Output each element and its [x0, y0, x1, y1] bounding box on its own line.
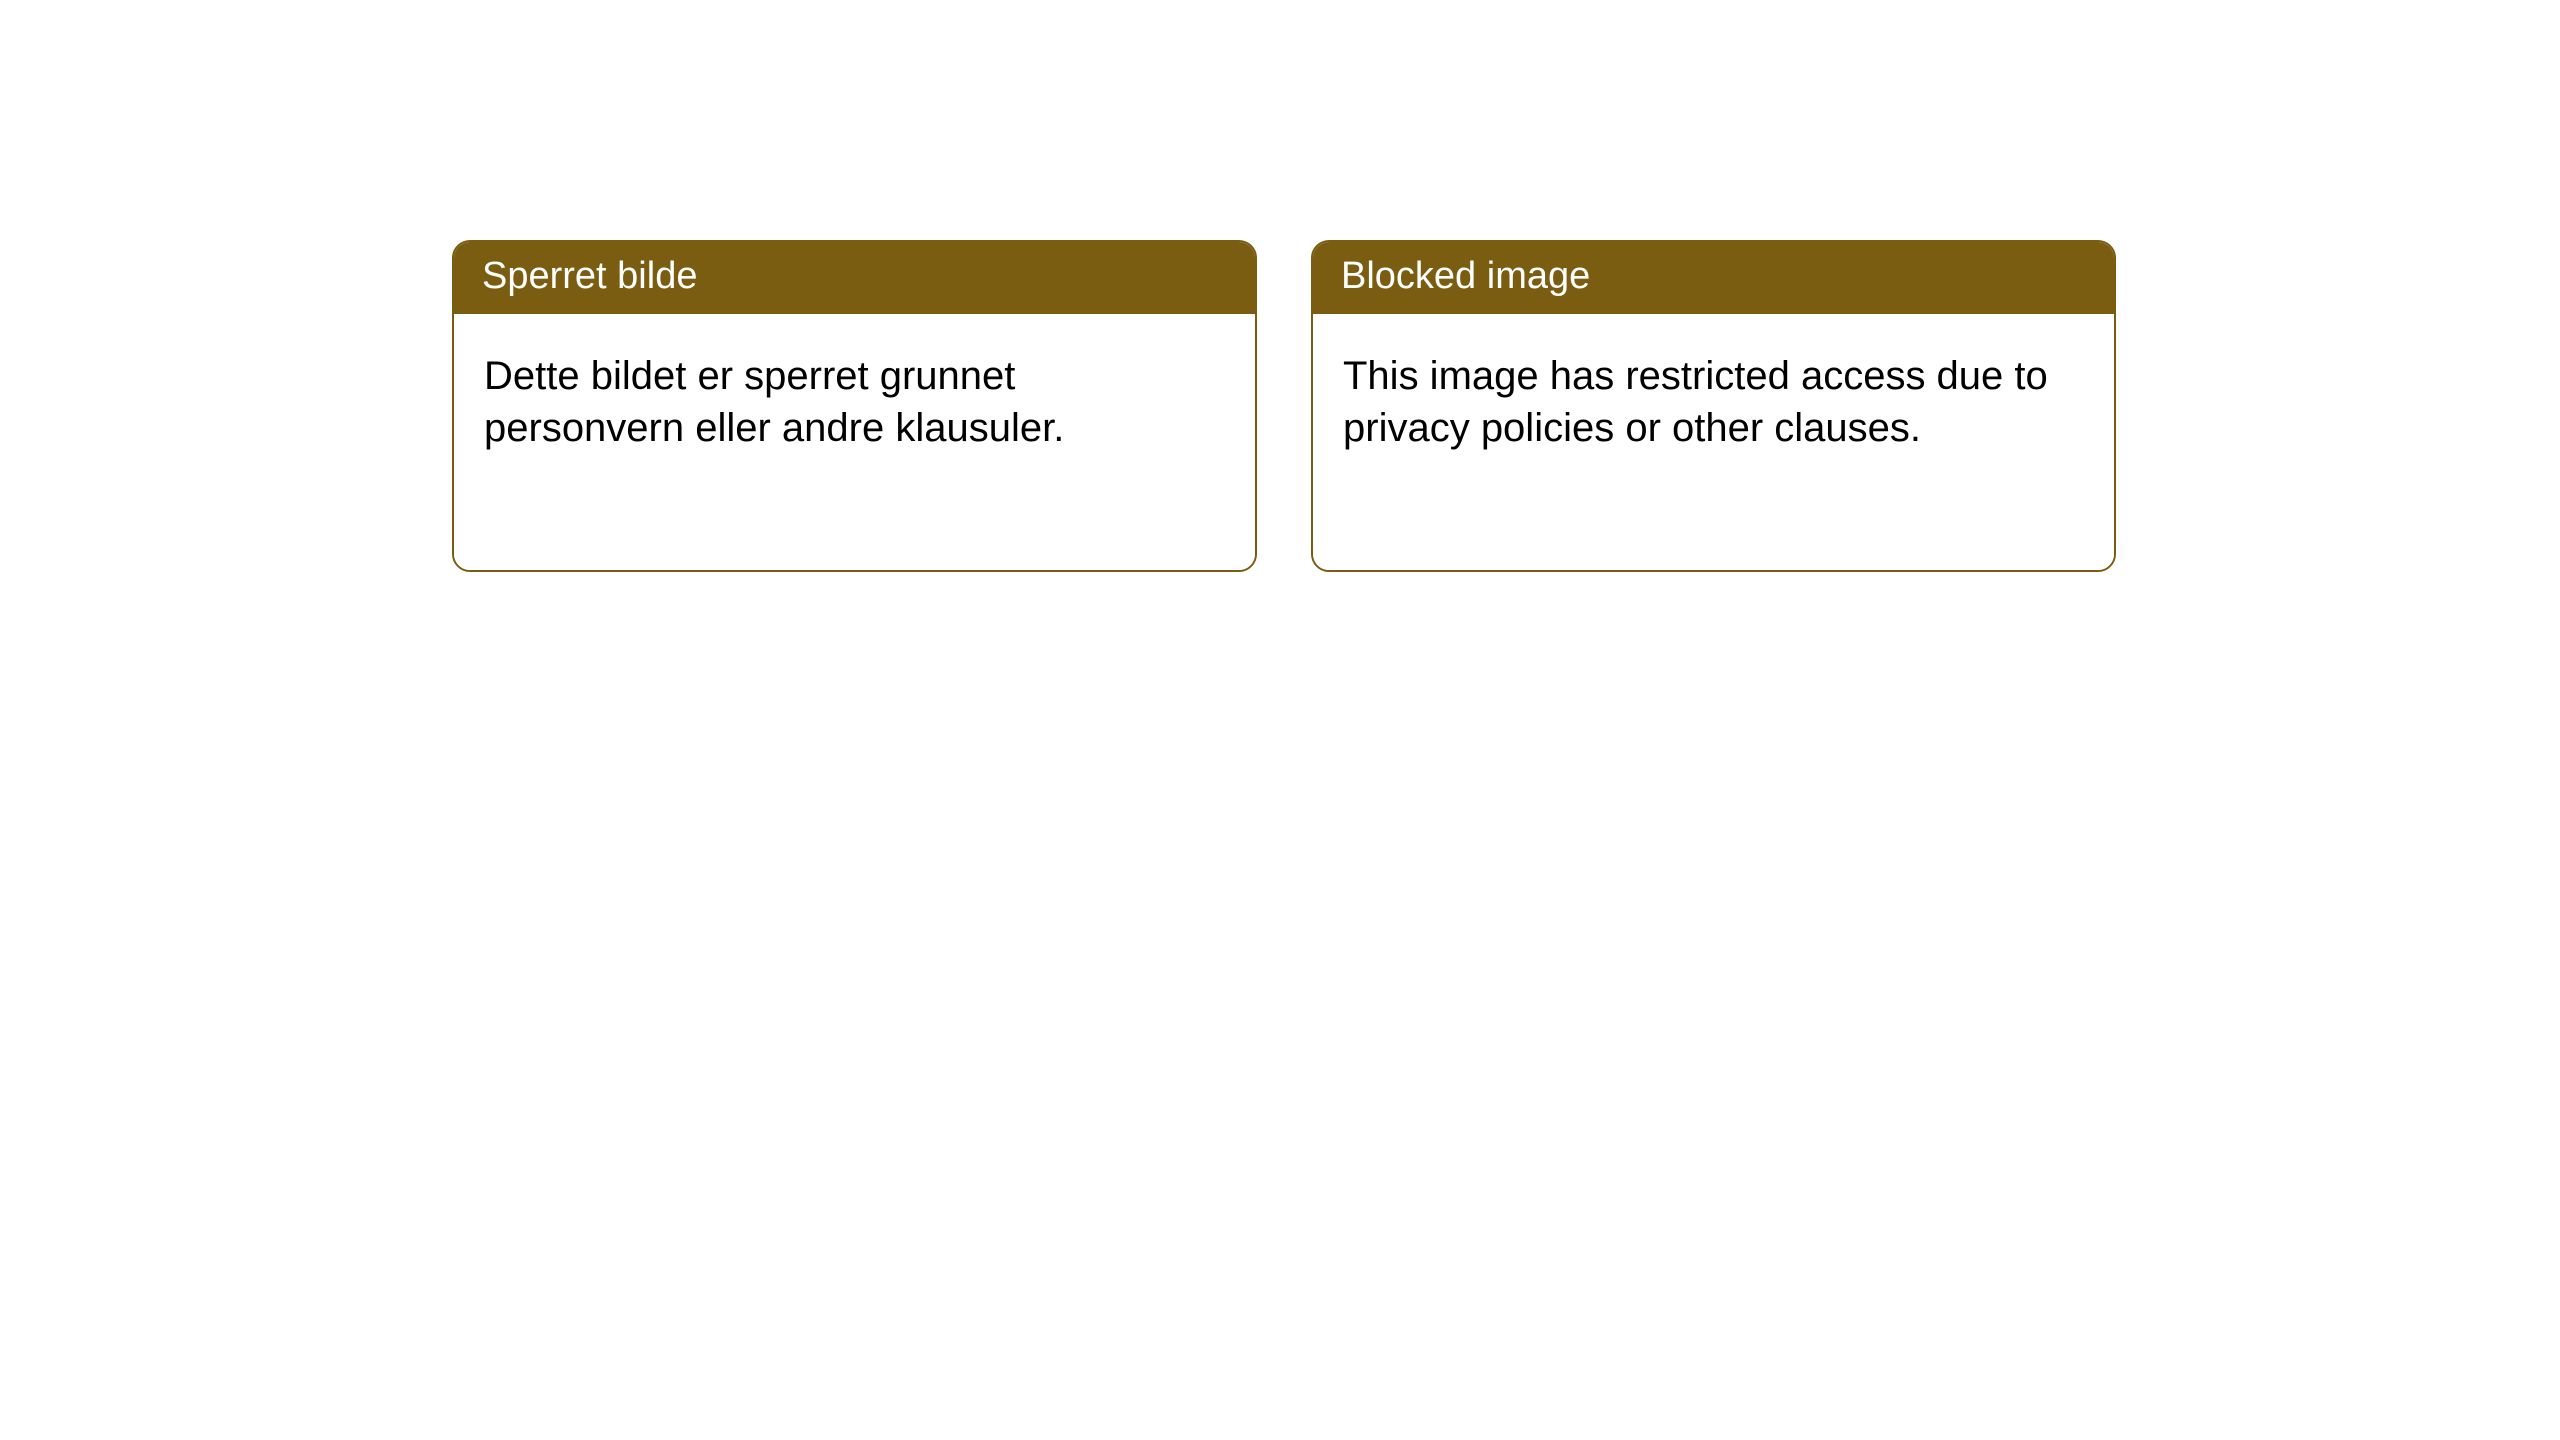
notice-title: Sperret bilde	[482, 255, 697, 297]
notice-card-norwegian: Sperret bilde Dette bildet er sperret gr…	[452, 240, 1257, 572]
notice-card-english: Blocked image This image has restricted …	[1311, 240, 2116, 572]
notice-body-text: Dette bildet er sperret grunnet personve…	[484, 354, 1064, 450]
notice-body-text: This image has restricted access due to …	[1343, 354, 2048, 450]
notice-body: This image has restricted access due to …	[1313, 314, 2114, 570]
notice-header: Blocked image	[1313, 242, 2114, 314]
notice-container: Sperret bilde Dette bildet er sperret gr…	[0, 0, 2560, 572]
notice-body: Dette bildet er sperret grunnet personve…	[454, 314, 1255, 570]
notice-title: Blocked image	[1341, 255, 1590, 297]
notice-header: Sperret bilde	[454, 242, 1255, 314]
